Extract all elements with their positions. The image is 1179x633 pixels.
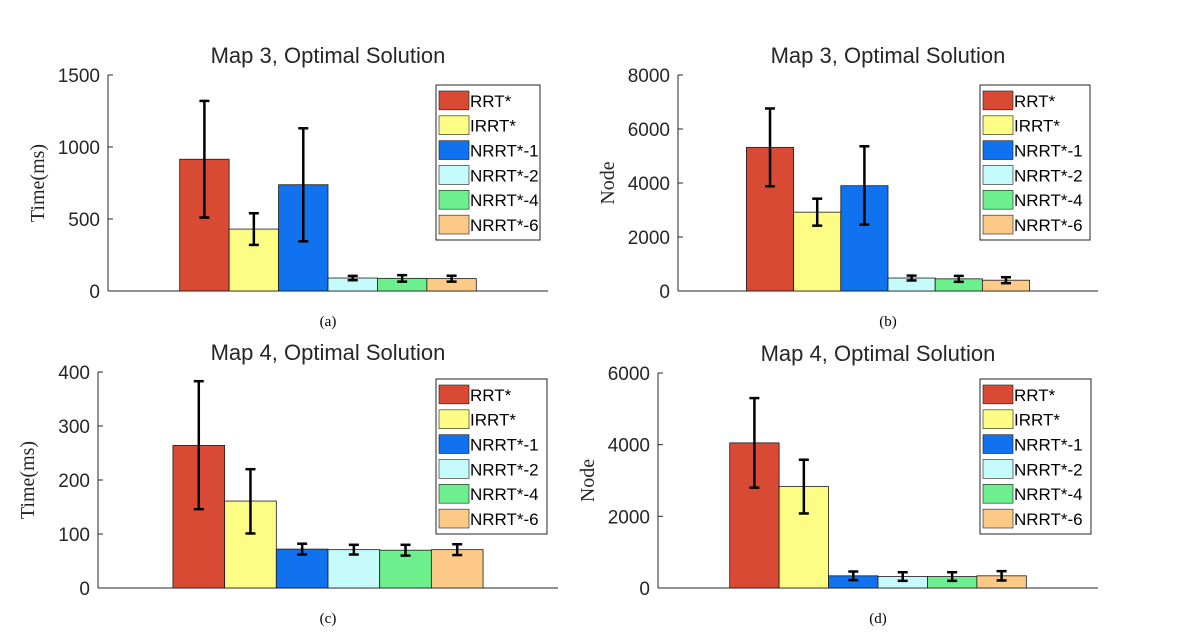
subfigure-caption: (b) [879, 314, 897, 330]
y-axis-label: Time(ms) [17, 441, 39, 519]
legend-swatch-nrrtstar-2 [982, 165, 1014, 185]
legend-swatch-irrtstar [982, 409, 1014, 429]
legend-swatch-irrtstar [438, 115, 470, 135]
legend-swatch-nrrtstar-6 [982, 508, 1014, 529]
legend [979, 378, 1092, 535]
y-axis-label: Time(ms) [27, 144, 49, 222]
legend-label-nrrtstar-6: NRRT*-6 [470, 216, 539, 235]
legend [435, 378, 548, 535]
y-axis-label: Node [597, 161, 619, 204]
y-tick-label: 6000 [628, 120, 670, 141]
legend-swatch-nrrtstar-1 [982, 434, 1014, 454]
legend-label-rrtstar: RRT* [1014, 386, 1056, 405]
legend-swatch-rrtstar [438, 90, 470, 111]
legend-label-irrtstar: IRRT* [470, 117, 516, 136]
legend-label-nrrtstar-2: NRRT*-2 [470, 166, 539, 185]
subfigure-caption: (c) [320, 611, 337, 627]
legend-label-nrrtstar-2: NRRT*-2 [1014, 460, 1083, 479]
legend-swatch-rrtstar [982, 384, 1014, 405]
chart-panel-d: Map 4, Optimal Solution Node (d) 0 2000 4000 6… [577, 341, 1098, 627]
y-tick-label: 8000 [628, 66, 670, 87]
bar-nrrtstar-2 [327, 549, 381, 589]
legend-swatch-irrtstar [438, 409, 470, 429]
chart-title: Map 4, Optimal Solution [761, 341, 996, 366]
legend-swatch-rrtstar [438, 384, 470, 405]
chart-title: Map 4, Optimal Solution [211, 340, 446, 365]
subfigure-caption: (a) [320, 314, 337, 330]
y-tick-label: 0 [89, 282, 100, 303]
y-tick-label: 2000 [628, 228, 670, 249]
y-tick-label: 4000 [608, 436, 650, 457]
legend-label-nrrtstar-1: NRRT*-1 [1014, 436, 1083, 455]
legend-swatch-irrtstar [982, 115, 1014, 135]
y-tick-label: 0 [639, 579, 650, 600]
legend-label-nrrtstar-1: NRRT*-1 [1014, 142, 1083, 161]
legend-swatch-nrrtstar-1 [438, 434, 470, 454]
legend-label-nrrtstar-6: NRRT*-6 [1014, 510, 1083, 529]
legend-label-nrrtstar-4: NRRT*-4 [470, 485, 539, 504]
y-tick-label: 2000 [608, 507, 650, 528]
legend-label-irrtstar: IRRT* [1014, 411, 1060, 430]
legend-swatch-nrrtstar-2 [438, 459, 470, 479]
legend-swatch-rrtstar [982, 90, 1014, 111]
legend-swatch-nrrtstar-1 [982, 140, 1014, 160]
y-tick-label: 6000 [608, 364, 650, 385]
legend-label-nrrtstar-6: NRRT*-6 [470, 510, 539, 529]
legend [435, 84, 541, 241]
y-tick-label: 0 [659, 282, 670, 303]
legend-label-nrrtstar-1: NRRT*-1 [470, 436, 539, 455]
legend-label-nrrtstar-4: NRRT*-4 [1014, 191, 1083, 210]
legend-label-nrrtstar-4: NRRT*-4 [470, 191, 539, 210]
legend-swatch-nrrtstar-2 [982, 459, 1014, 479]
legend-label-rrtstar: RRT* [470, 92, 512, 111]
y-tick-label: 500 [68, 210, 100, 231]
chart-panel-c: Map 4, Optimal Solution Time(ms) (c) 0 100 20… [17, 340, 558, 627]
subfigure-caption: (d) [869, 611, 887, 627]
y-tick-label: 300 [58, 417, 90, 438]
legend-swatch-nrrtstar-4 [438, 190, 470, 210]
legend-swatch-nrrtstar-6 [982, 214, 1014, 235]
legend-label-rrtstar: RRT* [1014, 92, 1056, 111]
y-tick-label: 1000 [58, 138, 100, 159]
legend-swatch-nrrtstar-6 [438, 214, 470, 235]
y-tick-label: 100 [58, 525, 90, 546]
y-tick-label: 200 [58, 471, 90, 492]
legend-label-nrrtstar-2: NRRT*-2 [470, 460, 539, 479]
y-tick-label: 400 [58, 363, 90, 384]
y-axis-label: Node [577, 459, 599, 502]
legend-label-irrtstar: IRRT* [470, 411, 516, 430]
legend-swatch-nrrtstar-4 [982, 484, 1014, 504]
legend-label-nrrtstar-2: NRRT*-2 [1014, 166, 1083, 185]
chart-panel-a: Map 3, Optimal Solution Time(ms) (a) 0 500 10… [27, 43, 548, 330]
legend-swatch-nrrtstar-4 [438, 484, 470, 504]
chart-title: Map 3, Optimal Solution [211, 43, 446, 68]
legend-swatch-nrrtstar-2 [438, 165, 470, 185]
chart-panel-b: Map 3, Optimal Solution Node (b) 0 2000 4000 6… [597, 43, 1098, 330]
legend-label-nrrtstar-4: NRRT*-4 [1014, 485, 1083, 504]
legend-label-nrrtstar-6: NRRT*-6 [1014, 216, 1083, 235]
legend-label-rrtstar: RRT* [470, 386, 512, 405]
legend-swatch-nrrtstar-6 [438, 508, 470, 529]
legend-label-nrrtstar-1: NRRT*-1 [470, 142, 539, 161]
y-tick-label: 4000 [628, 174, 670, 195]
legend-swatch-nrrtstar-4 [982, 190, 1014, 210]
y-tick-label: 1500 [58, 66, 100, 87]
y-tick-label: 0 [79, 579, 90, 600]
legend-swatch-nrrtstar-1 [438, 140, 470, 160]
legend-label-irrtstar: IRRT* [1014, 117, 1060, 136]
chart-title: Map 3, Optimal Solution [771, 43, 1006, 68]
legend [979, 84, 1091, 241]
